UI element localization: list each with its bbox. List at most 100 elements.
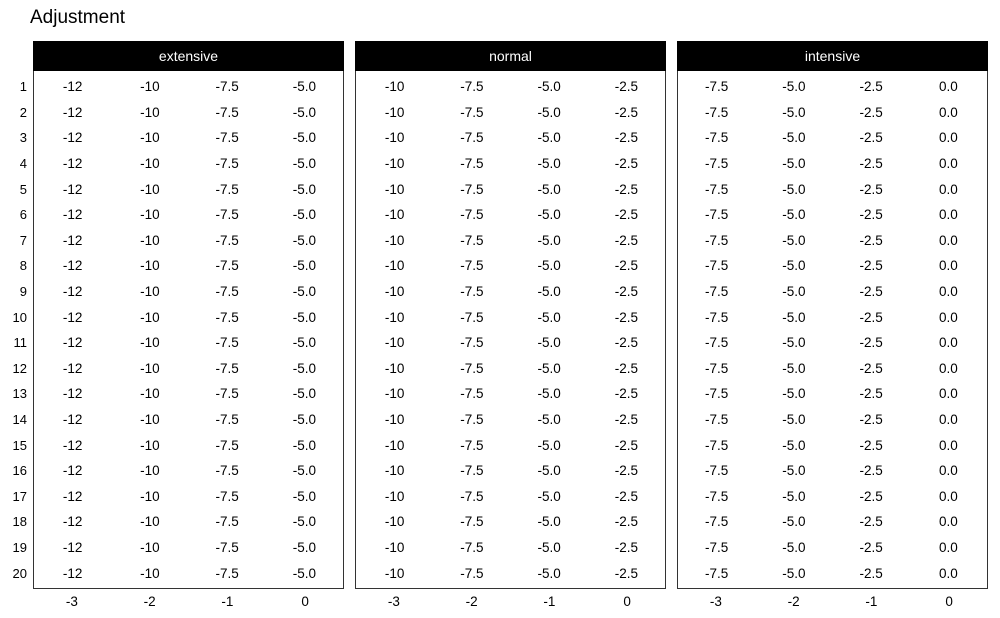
table-cell: -12 xyxy=(62,565,83,581)
x-axis-tick-label: -2 xyxy=(465,593,478,609)
table-cell: -7.5 xyxy=(460,437,484,453)
table-cell: -5.0 xyxy=(292,565,316,581)
table-cell: -5.0 xyxy=(537,181,561,197)
table-cell: -10 xyxy=(384,565,405,581)
table-cell: -7.5 xyxy=(215,232,239,248)
table-row: -10 -7.5 -5.0 -2.5 xyxy=(356,151,665,177)
table-cell: -2.5 xyxy=(859,181,883,197)
row-number-label: 17 xyxy=(12,488,27,504)
table-row: -10 -7.5 -5.0 -2.5 xyxy=(356,381,665,407)
table-cell: -7.5 xyxy=(704,488,729,504)
table-row: -7.5 -5.0 -2.5 0.0 xyxy=(678,432,987,458)
table-cell: -12 xyxy=(62,437,83,453)
table-cell: -2.5 xyxy=(614,284,638,300)
table-row: -10 -7.5 -5.0 -2.5 xyxy=(356,202,665,228)
table-row: -7.5 -5.0 -2.5 0.0 xyxy=(678,509,987,535)
table-cell: -2.5 xyxy=(859,284,883,300)
table-cell: -10 xyxy=(384,79,405,95)
table-body: -10 -7.5 -5.0 -2.5 -10 -7.5 -5.0 -2.5 -10 -7.5 -5.… xyxy=(355,71,666,589)
row-number-label: 4 xyxy=(19,156,27,172)
row-number-label: 18 xyxy=(12,514,27,530)
table-cell: 0.0 xyxy=(938,335,958,351)
table-cell: -7.5 xyxy=(460,360,484,376)
row-number-label: 8 xyxy=(19,258,27,274)
table-cell: -10 xyxy=(140,104,160,120)
table-cell: -7.5 xyxy=(215,488,239,504)
table-cell: -5.0 xyxy=(537,488,561,504)
table-row: -10 -7.5 -5.0 -2.5 xyxy=(356,407,665,433)
table-cell: -2.5 xyxy=(614,386,638,402)
table-cell: -2.5 xyxy=(859,335,883,351)
table-cell: -10 xyxy=(384,130,405,146)
table-cell: -12 xyxy=(62,463,83,479)
table-cell: -5.0 xyxy=(292,437,316,453)
table-cell: -5.0 xyxy=(292,412,316,428)
table-cell: -5.0 xyxy=(537,258,561,274)
table-cell: -12 xyxy=(62,181,83,197)
table-cell: -5.0 xyxy=(782,386,806,402)
x-axis-tick-label: -1 xyxy=(543,593,556,609)
table-row: -12 -10 -7.5 -5.0 xyxy=(34,125,343,151)
table-cell: -10 xyxy=(384,284,405,300)
table-cell: -7.5 xyxy=(704,386,729,402)
table-cell: 0.0 xyxy=(938,104,958,120)
table-cell: -2.5 xyxy=(614,514,638,530)
table-cell: 0.0 xyxy=(938,463,958,479)
table-cell: -10 xyxy=(140,284,160,300)
table-row: -10 -7.5 -5.0 -2.5 xyxy=(356,125,665,151)
table-cell: -5.0 xyxy=(292,79,316,95)
table-row: -10 -7.5 -5.0 -2.5 xyxy=(356,74,665,100)
table-cell: -2.5 xyxy=(614,437,638,453)
table-cell: 0.0 xyxy=(938,181,958,197)
table-cell: -10 xyxy=(384,104,405,120)
table-cell: -7.5 xyxy=(704,79,729,95)
table-cell: -10 xyxy=(384,386,405,402)
table-row: -7.5 -5.0 -2.5 0.0 xyxy=(678,228,987,254)
table-cell: -12 xyxy=(62,539,83,555)
table-cell: -2.5 xyxy=(859,463,883,479)
row-number-label: 19 xyxy=(12,539,27,555)
table-cell: 0.0 xyxy=(938,565,958,581)
table-cell: -7.5 xyxy=(460,412,484,428)
table-cell: -5.0 xyxy=(292,284,316,300)
table-cell: -5.0 xyxy=(537,565,561,581)
table-cell: -7.5 xyxy=(460,207,484,223)
table-cell: -12 xyxy=(62,386,83,402)
table-row: -7.5 -5.0 -2.5 0.0 xyxy=(678,356,987,382)
table-cell: -5.0 xyxy=(292,463,316,479)
row-number-label: 3 xyxy=(19,130,27,146)
table-row: -12 -10 -7.5 -5.0 xyxy=(34,458,343,484)
table-cell: -2.5 xyxy=(859,130,883,146)
table-cell: -7.5 xyxy=(460,258,484,274)
table-row: -7.5 -5.0 -2.5 0.0 xyxy=(678,407,987,433)
table-cell: -5.0 xyxy=(292,232,316,248)
table-row: -10 -7.5 -5.0 -2.5 xyxy=(356,432,665,458)
table-cell: -5.0 xyxy=(782,488,806,504)
table-cell: -12 xyxy=(62,284,83,300)
table-row: -7.5 -5.0 -2.5 0.0 xyxy=(678,535,987,561)
table-cell: -12 xyxy=(62,130,83,146)
row-number-label: 16 xyxy=(12,463,27,479)
table-cell: -5.0 xyxy=(537,104,561,120)
table-cell: -2.5 xyxy=(859,488,883,504)
table-cell: -7.5 xyxy=(460,284,484,300)
row-number-label: 11 xyxy=(13,335,28,351)
table-row: -12 -10 -7.5 -5.0 xyxy=(34,356,343,382)
table-cell: -2.5 xyxy=(859,437,883,453)
table-cell: -5.0 xyxy=(292,488,316,504)
table-row: -7.5 -5.0 -2.5 0.0 xyxy=(678,458,987,484)
table-row: -12 -10 -7.5 -5.0 xyxy=(34,304,343,330)
table-cell: -7.5 xyxy=(704,335,729,351)
x-axis-tick-label: 0 xyxy=(945,593,953,609)
table-cell: -5.0 xyxy=(292,539,316,555)
table-row: -7.5 -5.0 -2.5 0.0 xyxy=(678,560,987,586)
table-cell: -5.0 xyxy=(292,386,316,402)
table-row: -12 -10 -7.5 -5.0 xyxy=(34,202,343,228)
table-cell: -5.0 xyxy=(292,309,316,325)
table-cell: -2.5 xyxy=(859,309,883,325)
table-cell: 0.0 xyxy=(938,79,958,95)
x-axis-labels: -3 -2 -1 0 xyxy=(33,589,344,614)
table-cell: -12 xyxy=(62,207,83,223)
x-axis-tick-label: 0 xyxy=(301,593,309,609)
